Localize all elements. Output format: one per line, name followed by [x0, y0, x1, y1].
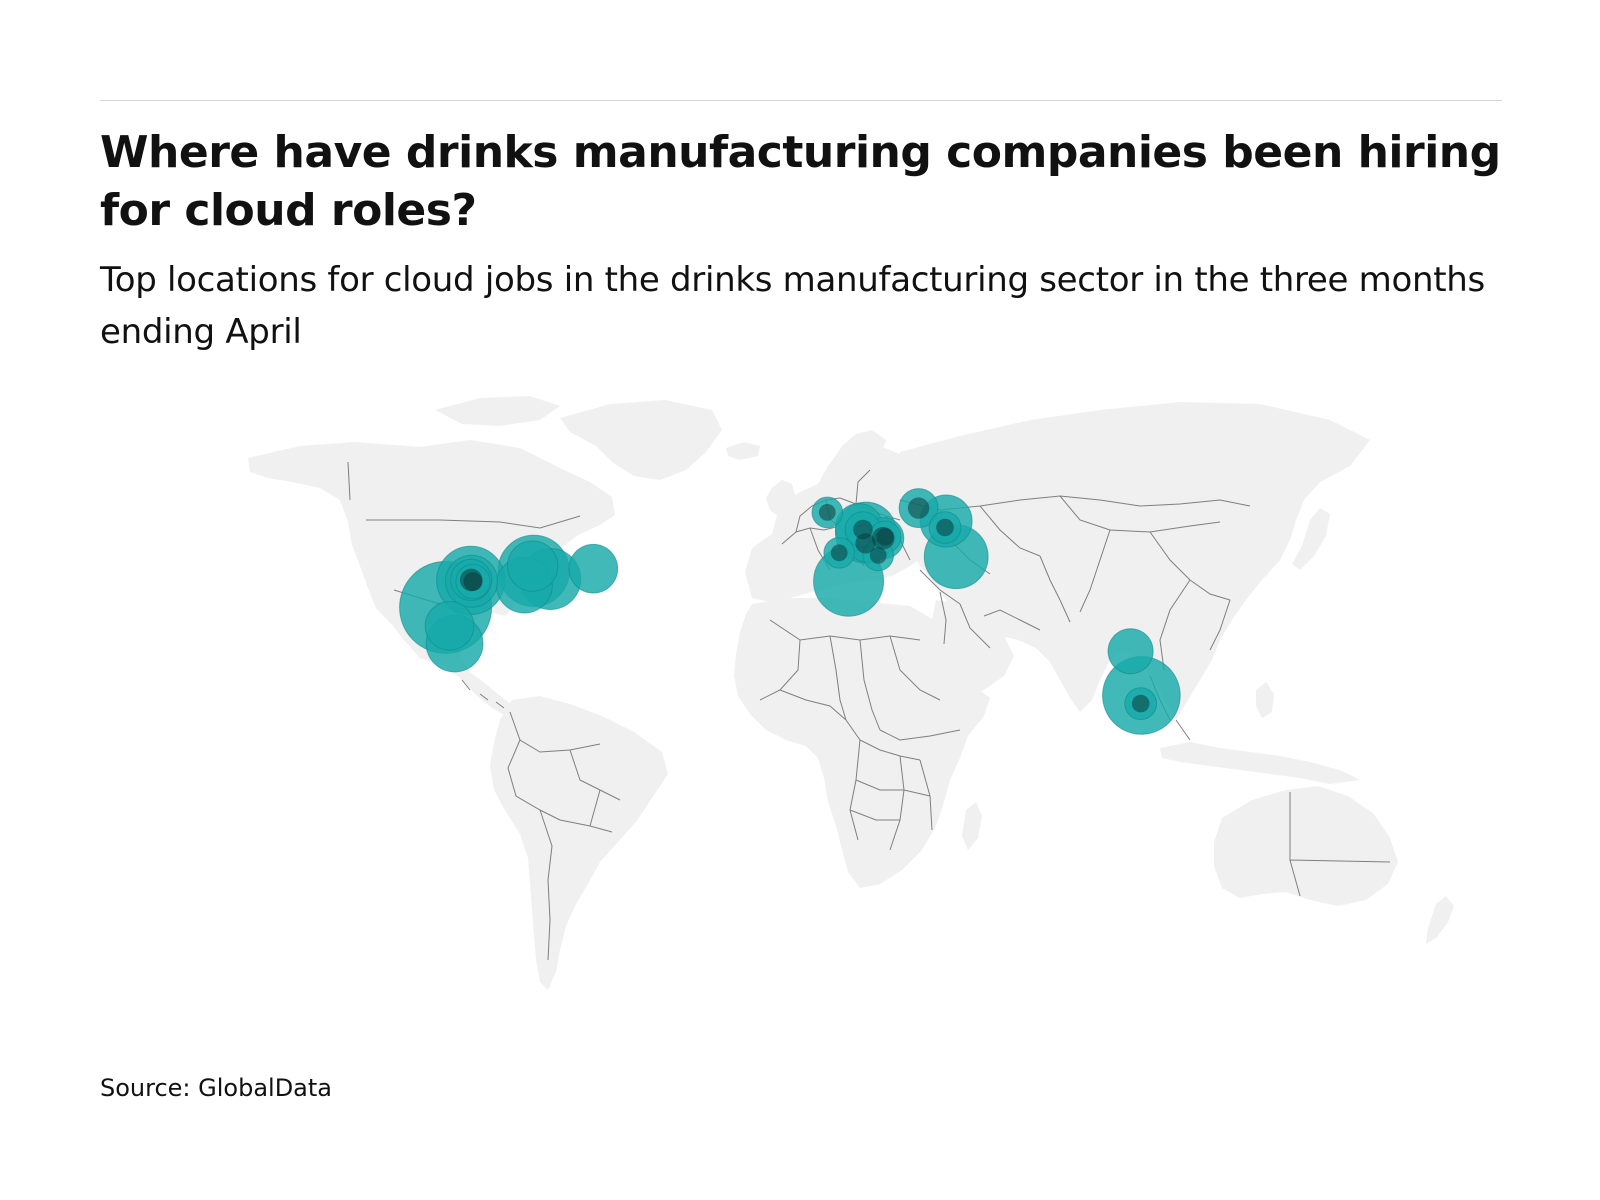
location-bubble-core [871, 526, 895, 550]
location-bubble [519, 548, 582, 610]
land-iceland [726, 442, 760, 460]
land-europe [745, 442, 958, 602]
location-bubble [1124, 687, 1158, 720]
location-bubble [823, 537, 856, 569]
land-arabia [932, 600, 1014, 696]
location-bubble-core [853, 519, 873, 540]
location-bubble [923, 524, 989, 590]
location-bubble [898, 488, 939, 529]
location-bubble [506, 540, 559, 592]
location-bubble-core [818, 504, 836, 521]
border-central-america [461, 679, 505, 709]
location-bubble [399, 560, 493, 654]
location-bubble [424, 601, 475, 651]
border-us-mexico [393, 589, 475, 623]
location-bubble [495, 556, 553, 614]
land-new-zealand [1426, 896, 1454, 944]
land-greenland [560, 400, 722, 480]
border-australia [1289, 792, 1391, 897]
location-bubble-core [936, 518, 954, 537]
border-us-canada [366, 515, 581, 529]
land-africa [734, 598, 990, 888]
location-bubble-core [907, 497, 930, 519]
location-bubble-core [1131, 694, 1150, 713]
location-bubble [846, 524, 885, 563]
land-south-america [490, 696, 668, 990]
border-europe [781, 469, 911, 571]
location-bubble-core [459, 568, 483, 592]
land-uk [766, 480, 796, 518]
location-bubble-core [869, 547, 887, 564]
chart-title: Where have drinks manufacturing companie… [100, 127, 1501, 236]
location-bubble [425, 614, 484, 673]
land-philippines [1256, 682, 1274, 718]
location-bubble [919, 494, 973, 548]
land-north-america [248, 440, 615, 718]
land-asia [898, 402, 1370, 720]
border-se-asia [1149, 675, 1191, 741]
land-arctic-islands [435, 396, 560, 426]
land-japan [1292, 508, 1330, 570]
location-bubble [928, 511, 962, 544]
source-note: Source: GlobalData [100, 1074, 333, 1102]
location-bubble [862, 517, 905, 560]
land-layer [248, 396, 1454, 990]
location-bubble [568, 543, 619, 594]
border-layer [347, 461, 1391, 961]
location-bubble-core [855, 533, 876, 554]
top-rule [100, 100, 1502, 101]
location-bubble [834, 501, 897, 564]
chart-subtitle: Top locations for cloud jobs in the drin… [100, 260, 1485, 352]
border-africa [759, 619, 961, 851]
border-south-america [507, 711, 621, 961]
land-indonesia [1160, 742, 1360, 784]
location-bubble-core [876, 528, 894, 546]
border-alaska [347, 461, 351, 501]
border-asia [899, 495, 1251, 671]
location-bubble [450, 558, 493, 602]
land-madagascar [962, 802, 982, 850]
location-bubble [1107, 628, 1154, 675]
location-bubble [497, 534, 570, 608]
location-bubble-core [830, 544, 848, 562]
bubble-layer [399, 488, 1181, 735]
land-australia [1214, 786, 1398, 906]
location-bubble [445, 554, 499, 608]
location-bubble [862, 539, 895, 572]
border-middle-east [919, 569, 1041, 649]
location-bubble-core [463, 572, 483, 592]
land-scandinavia [828, 430, 886, 488]
location-bubble [1102, 656, 1181, 735]
location-bubble [844, 511, 882, 548]
location-bubble [868, 520, 902, 554]
location-bubble [436, 545, 506, 615]
location-bubble [835, 503, 883, 551]
location-bubble [813, 545, 885, 617]
location-bubble [811, 496, 844, 529]
location-bubble [455, 563, 491, 600]
